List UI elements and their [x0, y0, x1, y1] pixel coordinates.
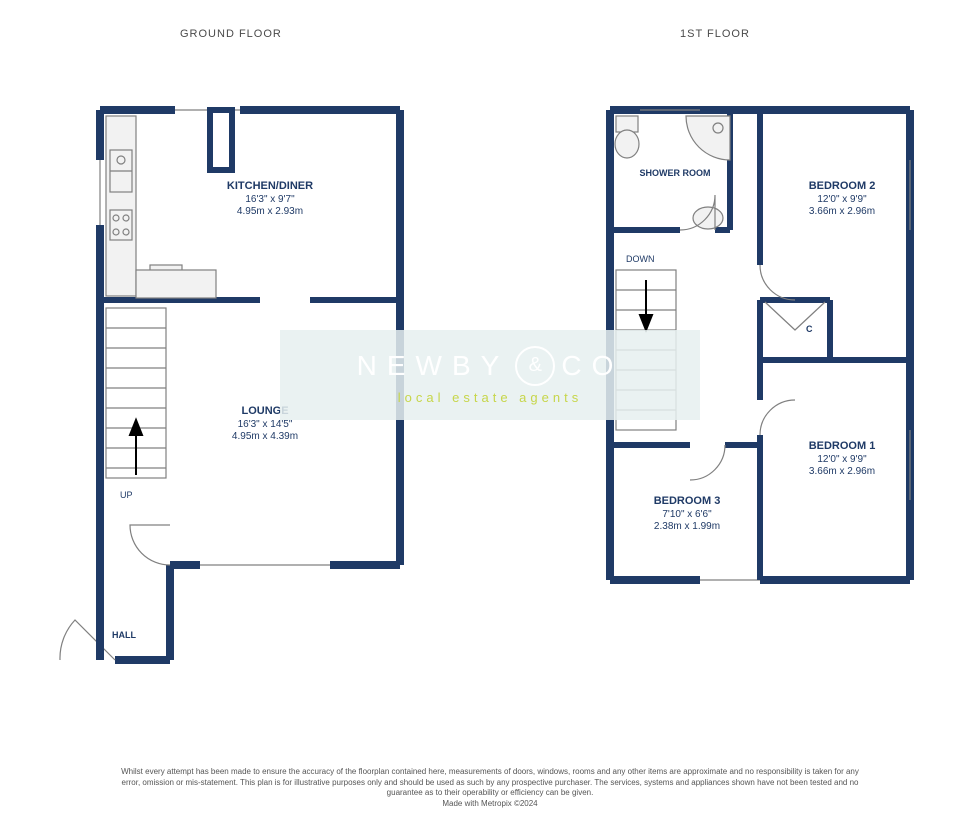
watermark: NEWBY & CO local estate agents — [280, 330, 700, 420]
stairs-ground — [106, 308, 166, 478]
floorplan-canvas: GROUND FLOOR 1ST FLOOR .wall{stroke:#1f3… — [0, 0, 980, 823]
cupboard — [760, 300, 830, 360]
bed1-label: BEDROOM 1 12'0" x 9'9" 3.66m x 2.96m — [782, 440, 902, 479]
bed2-label: BEDROOM 2 12'0" x 9'9" 3.66m x 2.96m — [782, 180, 902, 219]
watermark-tagline: local estate agents — [398, 390, 582, 405]
shower-label: SHOWER ROOM — [625, 168, 725, 179]
hall-label: HALL — [112, 630, 136, 640]
disclaimer-text: Whilst every attempt has been made to en… — [120, 767, 860, 809]
stairs-down-label: DOWN — [626, 254, 655, 264]
ampersand-icon: & — [515, 346, 555, 386]
watermark-brand: NEWBY & CO — [357, 346, 624, 386]
bed3-label: BEDROOM 3 7'10" x 6'6" 2.38m x 1.99m — [622, 495, 752, 534]
cupboard-label: C — [806, 324, 813, 334]
kitchen-label: KITCHEN/DINER 16'3" x 9'7" 4.95m x 2.93m — [195, 180, 345, 219]
stairs-up-label: UP — [120, 490, 133, 500]
